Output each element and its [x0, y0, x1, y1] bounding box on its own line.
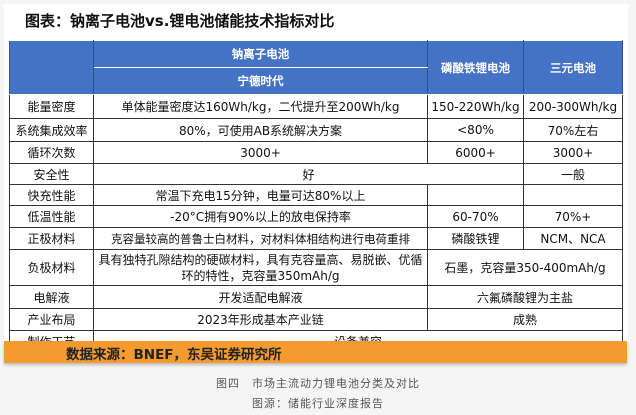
row-label: 电解液 [9, 285, 94, 309]
header-subrow: 宁德时代 [10, 67, 623, 95]
source-text: 数据来源：BNEF，东吴证券研究所 [66, 347, 282, 363]
cell: 70%+ [523, 205, 623, 228]
table-row: 系统集成效率 80%，可使用AB系统解决方案 <80% 70%左右 [9, 118, 623, 142]
row-label: 安全性 [9, 163, 94, 185]
header-ternary: 三元电池 [523, 40, 623, 95]
cell: 成熟 [427, 308, 623, 331]
cell: 开发适配电解液 [93, 285, 428, 309]
header-lfp: 磷酸铁锂电池 [427, 40, 524, 95]
table-row: 循环次数 3000+ 6000+ 3000+ [9, 141, 623, 164]
row-label: 系统集成效率 [9, 118, 94, 142]
cell: 3000+ [523, 141, 623, 164]
table-row: 电解液 开发适配电解液 六氟磷酸锂为主盐 [9, 285, 623, 309]
cell: 2023年形成基本产业链 [93, 308, 428, 331]
cell: NCM、NCA [523, 227, 623, 250]
source-band: 数据来源：BNEF，东吴证券研究所 [4, 341, 627, 363]
comparison-table: 钠离子电池 磷酸铁锂电池 三元电池 宁德时代 能量密度 单体能量密度达160Wh… [9, 40, 623, 353]
cell: 60-70% [427, 205, 524, 228]
cell [427, 184, 524, 206]
row-label: 正极材料 [9, 227, 94, 250]
cell: 克容量较高的普鲁士白材料，对材料体相结构进行电荷重排 [93, 227, 428, 250]
cell: 80%，可使用AB系统解决方案 [93, 118, 428, 142]
cell: 6000+ [427, 141, 524, 164]
row-label: 能量密度 [9, 94, 94, 119]
cell: 好 [93, 163, 524, 185]
cell: 单体能量密度达160Wh/kg，二代提升至200Wh/kg [93, 94, 428, 119]
cell: 150-220Wh/kg [427, 94, 524, 119]
row-label: 快充性能 [9, 184, 94, 206]
header-sodium: 钠离子电池 [93, 40, 428, 68]
figure-title: 图表：钠离子电池vs.锂电池储能技术指标对比 [25, 12, 335, 30]
row-label: 负极材料 [9, 249, 94, 286]
cell: -20°C拥有90%以上的放电保持率 [93, 205, 428, 228]
row-label: 产业布局 [9, 308, 94, 331]
row-label: 循环次数 [9, 141, 94, 164]
cell: 一般 [523, 163, 623, 185]
header-blank [9, 40, 94, 95]
cell [523, 184, 623, 206]
table-row: 正极材料 克容量较高的普鲁士白材料，对材料体相结构进行电荷重排 磷酸铁锂 NCM… [9, 227, 623, 250]
cell: <80% [427, 118, 524, 142]
table-row: 安全性 好 一般 [9, 163, 623, 185]
table-row: 低温性能 -20°C拥有90%以上的放电保持率 60-70% 70%+ [9, 205, 623, 228]
cell: 3000+ [93, 141, 428, 164]
table-row: 能量密度 单体能量密度达160Wh/kg，二代提升至200Wh/kg 150-2… [9, 94, 623, 119]
table-row: 产业布局 2023年形成基本产业链 成熟 [9, 308, 623, 331]
cell: 六氟磷酸锂为主盐 [427, 285, 623, 309]
figure-caption: 图四 市场主流动力锂电池分类及对比 [216, 377, 420, 390]
cell: 70%左右 [523, 118, 623, 142]
cell: 石墨，克容量350-400mAh/g [427, 249, 623, 286]
cell: 磷酸铁锂 [427, 227, 524, 250]
cell: 具有独特孔隙结构的硬碳材料，具有克容量高、易脱嵌、优循环的特性，克容量350mA… [93, 249, 428, 286]
header-sodium-sub: 宁德时代 [93, 67, 428, 95]
cell: 常温下充电15分钟，电量可达80%以上 [93, 184, 428, 206]
figure-caption-source: 图源：储能行业深度报告 [252, 397, 384, 410]
table-row: 负极材料 具有独特孔隙结构的硬碳材料，具有克容量高、易脱嵌、优循环的特性，克容量… [9, 249, 623, 286]
header-row: 钠离子电池 磷酸铁锂电池 三元电池 [9, 40, 623, 95]
row-label: 低温性能 [9, 205, 94, 228]
table-row: 快充性能 常温下充电15分钟，电量可达80%以上 [9, 184, 623, 206]
cell: 200-300Wh/kg [523, 94, 623, 119]
